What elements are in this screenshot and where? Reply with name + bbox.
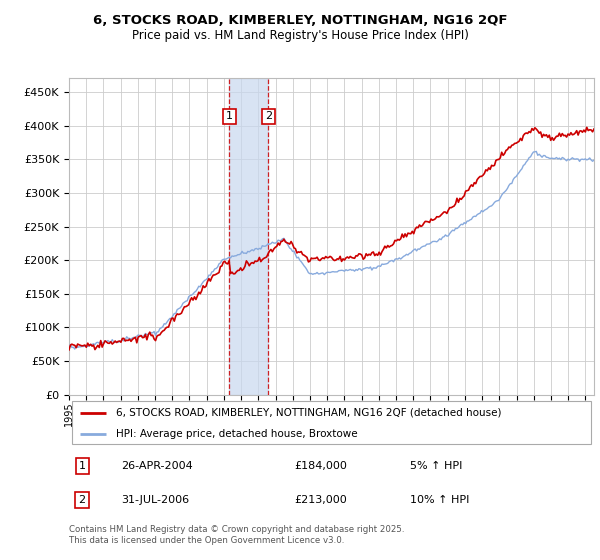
Text: Price paid vs. HM Land Registry's House Price Index (HPI): Price paid vs. HM Land Registry's House …: [131, 29, 469, 42]
Text: £184,000: £184,000: [295, 461, 347, 471]
FancyBboxPatch shape: [71, 402, 592, 444]
Text: 2: 2: [265, 111, 272, 122]
Text: Contains HM Land Registry data © Crown copyright and database right 2025.
This d: Contains HM Land Registry data © Crown c…: [69, 525, 404, 545]
Text: 26-APR-2004: 26-APR-2004: [121, 461, 193, 471]
Text: 2: 2: [79, 495, 86, 505]
Text: 6, STOCKS ROAD, KIMBERLEY, NOTTINGHAM, NG16 2QF (detached house): 6, STOCKS ROAD, KIMBERLEY, NOTTINGHAM, N…: [116, 408, 502, 418]
Bar: [229, 78, 268, 395]
Text: £213,000: £213,000: [295, 495, 347, 505]
Text: HPI: Average price, detached house, Broxtowe: HPI: Average price, detached house, Brox…: [116, 428, 358, 438]
Text: 31-JUL-2006: 31-JUL-2006: [121, 495, 190, 505]
Text: 10% ↑ HPI: 10% ↑ HPI: [410, 495, 470, 505]
Text: 5% ↑ HPI: 5% ↑ HPI: [410, 461, 463, 471]
Text: 1: 1: [226, 111, 233, 122]
Text: 6, STOCKS ROAD, KIMBERLEY, NOTTINGHAM, NG16 2QF: 6, STOCKS ROAD, KIMBERLEY, NOTTINGHAM, N…: [93, 14, 507, 27]
Text: 1: 1: [79, 461, 86, 471]
